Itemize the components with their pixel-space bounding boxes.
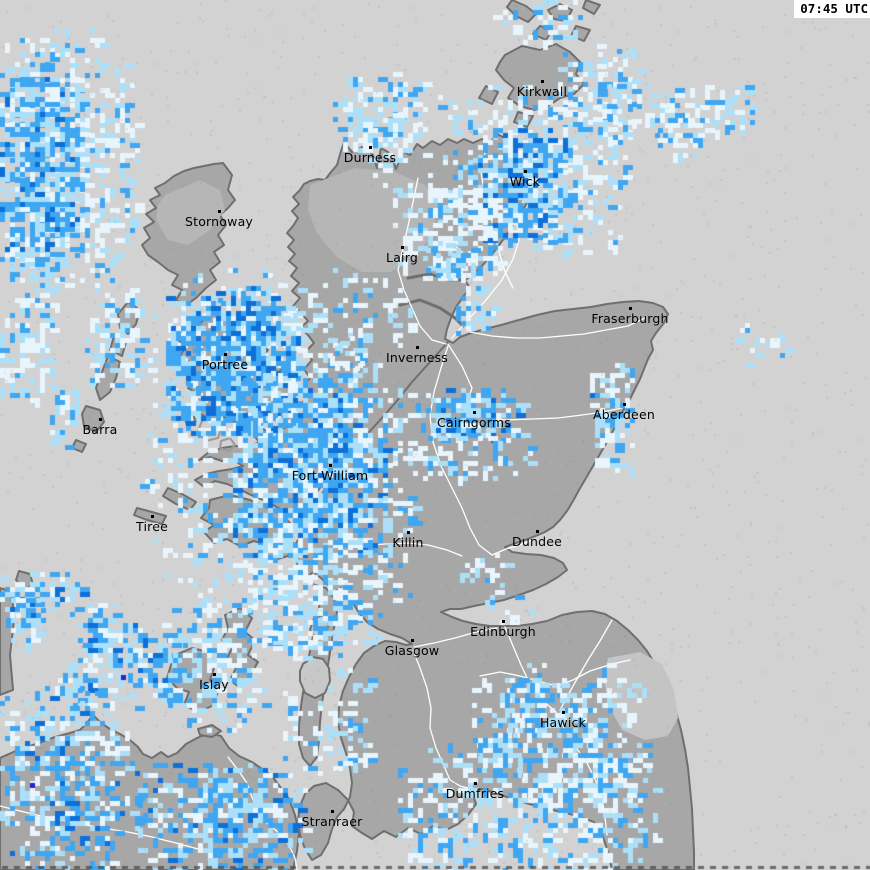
city-label: Lairg bbox=[386, 250, 418, 265]
city-dot bbox=[407, 531, 410, 534]
city-label: Killin bbox=[392, 535, 424, 550]
city-label: Aberdeen bbox=[593, 407, 655, 422]
city-dot bbox=[474, 782, 477, 785]
city-dot bbox=[151, 515, 154, 518]
city-label: Wick bbox=[509, 174, 541, 189]
city-dot bbox=[411, 639, 414, 642]
city-label: Stornoway bbox=[184, 214, 254, 229]
city-dot bbox=[416, 346, 419, 349]
city-label: Portree bbox=[201, 357, 249, 372]
city-dot bbox=[562, 711, 565, 714]
city-dot bbox=[536, 530, 539, 533]
city-label: Fort William bbox=[291, 468, 369, 483]
city-label: Tiree bbox=[136, 519, 168, 534]
city-dot bbox=[369, 146, 372, 149]
city-label: Stranraer bbox=[301, 814, 363, 829]
city-dot bbox=[331, 810, 334, 813]
city-dot bbox=[224, 353, 227, 356]
city-dot bbox=[524, 170, 527, 173]
city-dot bbox=[99, 418, 102, 421]
city-label: Dumfries bbox=[445, 786, 505, 801]
city-dot bbox=[329, 464, 332, 467]
city-dot bbox=[623, 403, 626, 406]
city-dot bbox=[401, 246, 404, 249]
city-label: Glasgow bbox=[384, 643, 440, 658]
city-label: Dundee bbox=[512, 534, 562, 549]
city-label: Fraserburgh bbox=[591, 311, 669, 326]
city-label: Kirkwall bbox=[516, 84, 568, 99]
city-dot bbox=[502, 620, 505, 623]
city-label: Edinburgh bbox=[470, 624, 536, 639]
city-label: Barra bbox=[82, 422, 118, 437]
city-dot bbox=[218, 210, 221, 213]
city-dot bbox=[213, 673, 216, 676]
city-label: Cairngorms bbox=[437, 415, 511, 430]
city-dot bbox=[473, 411, 476, 414]
city-label: Inverness bbox=[385, 350, 449, 365]
city-label: Islay bbox=[199, 677, 229, 692]
city-label: Hawick bbox=[539, 715, 587, 730]
city-label: Durness bbox=[343, 150, 397, 165]
city-dot bbox=[629, 307, 632, 310]
timestamp: 07:45 UTC bbox=[794, 0, 870, 18]
city-dot bbox=[541, 80, 544, 83]
